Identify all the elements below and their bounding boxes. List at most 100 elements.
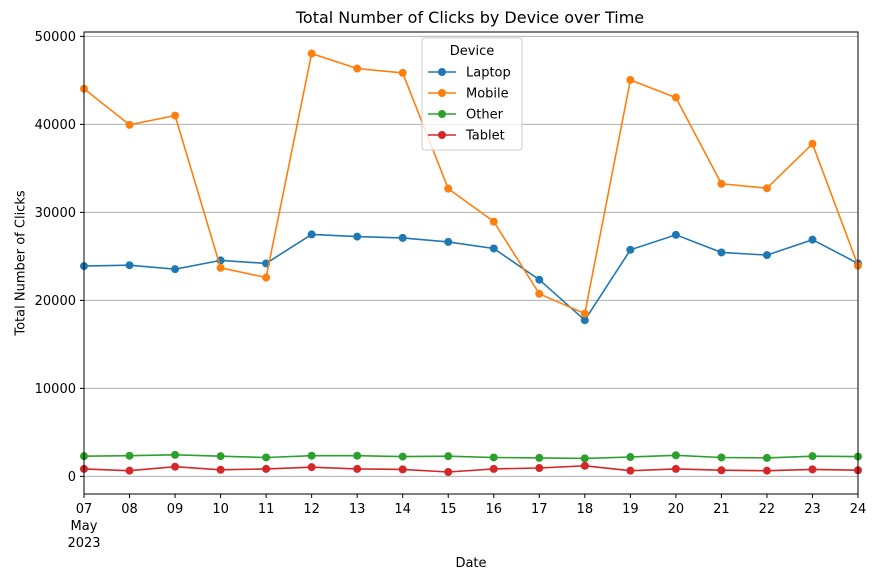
x-tick-label: 15 <box>440 502 457 517</box>
x-tick-label: 09 <box>167 502 184 517</box>
data-point-laptop <box>489 244 498 253</box>
series-lines <box>80 49 862 476</box>
data-point-other <box>535 453 544 462</box>
x-tick-label: 19 <box>622 502 639 517</box>
data-point-tablet <box>762 466 771 475</box>
data-point-tablet <box>171 462 180 471</box>
data-point-tablet <box>489 464 498 473</box>
data-point-mobile <box>398 68 407 77</box>
data-point-laptop <box>626 245 635 254</box>
x-tick-label: 08 <box>121 502 138 517</box>
data-point-laptop <box>580 316 589 325</box>
x-tick-label: 23 <box>804 502 821 517</box>
x-tick-label: 12 <box>303 502 320 517</box>
data-point-other <box>444 452 453 461</box>
data-point-other <box>717 453 726 462</box>
data-point-laptop <box>398 233 407 242</box>
data-point-laptop <box>717 248 726 257</box>
data-point-laptop <box>171 265 180 274</box>
data-point-other <box>489 453 498 462</box>
y-axis-title: Total Number of Clicks <box>14 190 29 336</box>
plot-frame <box>83 31 859 495</box>
data-point-mobile <box>489 217 498 226</box>
series-line-mobile <box>83 52 859 315</box>
data-point-mobile <box>307 49 316 58</box>
data-point-mobile <box>671 93 680 102</box>
data-point-other <box>398 452 407 461</box>
y-axis: 0 10000 20000 30000 40000 50000 <box>35 30 84 485</box>
legend: Device Laptop Mobile Other Tablet <box>421 37 523 151</box>
y-tick-label: 10000 <box>35 382 76 397</box>
data-point-laptop <box>671 230 680 239</box>
data-point-mobile <box>171 111 180 120</box>
data-point-laptop <box>808 235 817 244</box>
data-point-laptop <box>353 232 362 241</box>
data-point-mobile <box>535 289 544 298</box>
y-tick-label: 50000 <box>35 30 76 45</box>
data-point-tablet <box>808 465 817 474</box>
x-axis-year-label: 2023 <box>67 536 100 551</box>
chart-title: Total Number of Clicks by Device over Ti… <box>295 8 644 27</box>
data-point-mobile <box>580 309 589 318</box>
data-point-tablet <box>307 463 316 472</box>
data-point-tablet <box>535 464 544 473</box>
data-point-mobile <box>216 263 225 272</box>
data-point-mobile <box>353 64 362 73</box>
data-point-tablet <box>216 465 225 474</box>
data-point-other <box>762 453 771 462</box>
legend-label-other: Other <box>466 108 504 123</box>
x-tick-label: 21 <box>713 502 730 517</box>
x-tick-label: 14 <box>394 502 411 517</box>
x-tick-label: 22 <box>759 502 776 517</box>
data-point-tablet <box>125 466 134 475</box>
data-point-other <box>307 451 316 460</box>
x-tick-label: 17 <box>531 502 548 517</box>
x-tick-label: 24 <box>850 502 867 517</box>
x-tick-label: 11 <box>258 502 275 517</box>
x-tick-label: 18 <box>577 502 594 517</box>
legend-marker-laptop <box>438 68 446 76</box>
x-tick-label: 20 <box>668 502 685 517</box>
data-point-mobile <box>444 184 453 193</box>
data-point-mobile <box>717 179 726 188</box>
data-point-tablet <box>353 464 362 473</box>
x-tick-label: 16 <box>485 502 502 517</box>
data-point-other <box>808 452 817 461</box>
data-point-other <box>626 453 635 462</box>
data-point-tablet <box>398 465 407 474</box>
x-axis-month-label: May <box>71 519 98 534</box>
data-point-tablet <box>626 466 635 475</box>
data-point-mobile <box>125 120 134 129</box>
x-tick-label: 13 <box>349 502 366 517</box>
y-tick-label: 40000 <box>35 118 76 133</box>
y-tick-label: 30000 <box>35 206 76 221</box>
data-point-laptop <box>444 237 453 246</box>
series-line-other <box>83 453 859 460</box>
series-line-tablet <box>83 464 859 473</box>
series-line-laptop <box>83 233 859 322</box>
legend-marker-other <box>438 110 446 118</box>
data-point-laptop <box>535 275 544 284</box>
data-point-tablet <box>262 464 271 473</box>
data-point-other <box>580 454 589 463</box>
data-point-mobile <box>762 184 771 193</box>
x-tick-label: 10 <box>212 502 229 517</box>
legend-label-laptop: Laptop <box>466 66 511 81</box>
data-point-laptop <box>307 230 316 239</box>
x-tick-label: 07 <box>76 502 93 517</box>
data-point-tablet <box>580 461 589 470</box>
data-point-other <box>353 451 362 460</box>
y-tick-label: 0 <box>68 470 76 485</box>
data-point-other <box>171 450 180 459</box>
data-point-mobile <box>808 139 817 148</box>
legend-marker-mobile <box>438 89 446 97</box>
data-point-mobile <box>262 273 271 282</box>
y-tick-label: 20000 <box>35 294 76 309</box>
data-point-other <box>262 453 271 462</box>
legend-marker-tablet <box>438 131 446 139</box>
legend-label-mobile: Mobile <box>466 87 509 102</box>
data-point-other <box>216 452 225 461</box>
x-axis-title: Date <box>455 556 486 571</box>
data-point-tablet <box>671 464 680 473</box>
